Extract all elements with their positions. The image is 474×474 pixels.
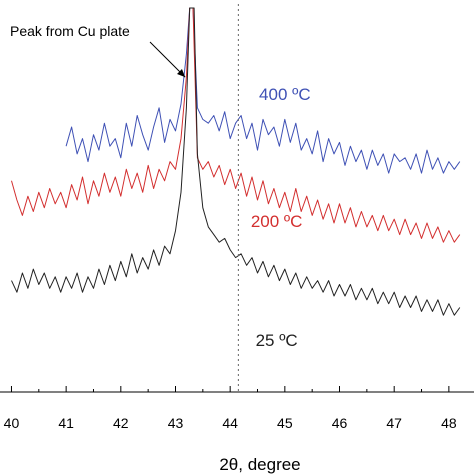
x-tick-label-42: 42 bbox=[113, 415, 129, 431]
series-line-1 bbox=[11, 7, 461, 243]
series-line-0 bbox=[65, 7, 461, 174]
annotation-arrow-line bbox=[149, 41, 186, 78]
x-tick-label-43: 43 bbox=[168, 415, 184, 431]
annotation-arrow-head bbox=[177, 68, 186, 78]
x-tick-label-46: 46 bbox=[332, 415, 348, 431]
series-label-1: 200 ºC bbox=[251, 212, 303, 231]
x-tick-label-41: 41 bbox=[58, 415, 74, 431]
series-labels: 400 ºC 200 ºC 25 ºC bbox=[251, 85, 311, 350]
x-tick-label-47: 47 bbox=[386, 415, 402, 431]
x-tick-label-44: 44 bbox=[222, 415, 238, 431]
series-layer bbox=[11, 7, 461, 316]
series-line-2 bbox=[11, 7, 461, 316]
series-label-0: 400 ºC bbox=[259, 85, 311, 104]
series-label-2: 25 ºC bbox=[256, 331, 298, 350]
x-tick-label-45: 45 bbox=[277, 415, 293, 431]
x-axis-title: 2θ, degree bbox=[219, 455, 300, 474]
x-axis-ticks: 40 41 42 43 44 45 46 47 48 bbox=[4, 386, 457, 431]
x-tick-label-40: 40 bbox=[4, 415, 20, 431]
annotation-text: Peak from Cu plate bbox=[10, 23, 130, 39]
annotation-group: Peak from Cu plate bbox=[10, 23, 186, 78]
x-tick-label-48: 48 bbox=[441, 415, 457, 431]
